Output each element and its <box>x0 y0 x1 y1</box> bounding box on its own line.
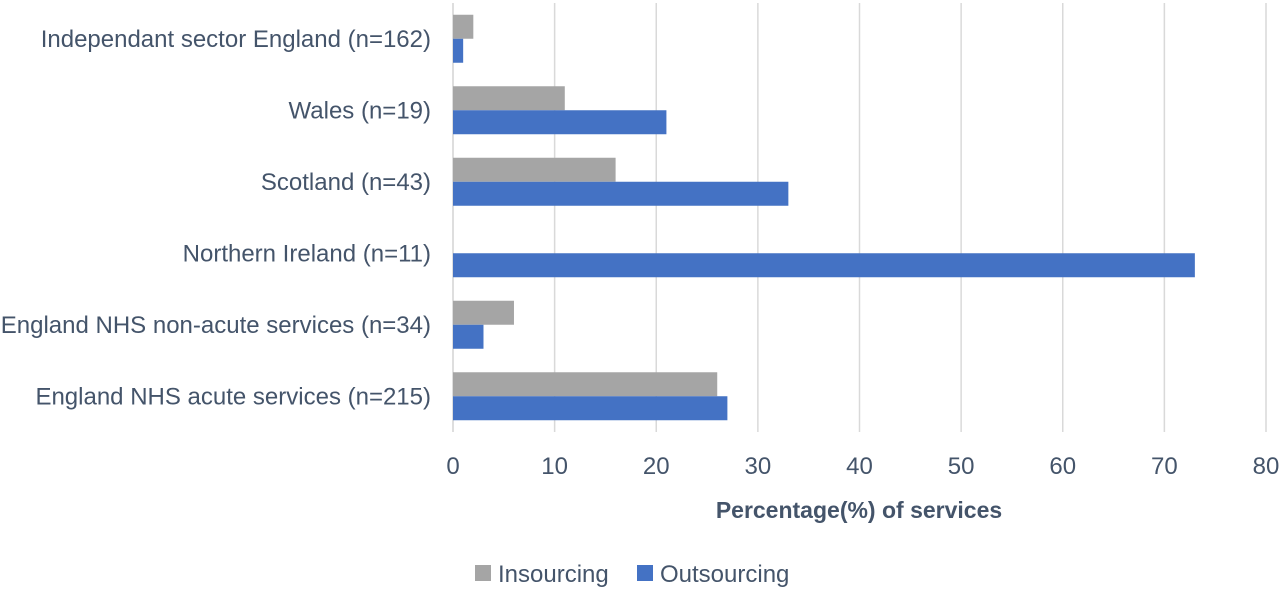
category-label: Wales (n=19) <box>289 97 432 124</box>
bar-insourcing <box>453 86 565 111</box>
x-tick-label: 0 <box>446 453 459 480</box>
bar-outsourcing <box>453 253 1195 278</box>
x-tick-label: 60 <box>1049 453 1076 480</box>
x-tick-label: 50 <box>948 453 975 480</box>
bar-insourcing <box>453 300 514 325</box>
bar-insourcing <box>453 157 616 182</box>
x-tick-label: 10 <box>541 453 568 480</box>
x-tick-label: 30 <box>745 453 772 480</box>
bar-outsourcing <box>453 396 728 421</box>
gridlines <box>452 3 1267 432</box>
category-label: Northern Ireland (n=11) <box>183 240 431 267</box>
x-tick-label: 40 <box>846 453 873 480</box>
category-label: Scotland (n=43) <box>261 169 431 196</box>
bar-outsourcing <box>453 181 789 206</box>
bar-insourcing <box>453 372 718 397</box>
legend: Insourcing Outsourcing <box>475 561 789 588</box>
x-tick-label: 70 <box>1151 453 1178 480</box>
bars <box>453 14 1195 421</box>
bar-insourcing <box>453 14 474 39</box>
category-labels: England NHS acute services (n=215) Englan… <box>1 26 431 411</box>
bar-outsourcing <box>453 110 667 135</box>
x-tick-label: 20 <box>643 453 670 480</box>
legend-label-outsourcing: Outsourcing <box>660 561 789 588</box>
legend-swatch-outsourcing <box>637 565 653 581</box>
category-label: Independant sector England (n=162) <box>41 26 431 53</box>
legend-swatch-insourcing <box>475 565 491 581</box>
x-tick-labels: 0 10 20 30 40 50 60 70 80 <box>446 453 1279 480</box>
bar-outsourcing <box>453 38 464 63</box>
category-label: England NHS non-acute services (n=34) <box>1 312 431 339</box>
bar-outsourcing <box>453 324 484 349</box>
category-label: England NHS acute services (n=215) <box>35 383 431 410</box>
x-axis-title: Percentage(%) of services <box>716 497 1002 523</box>
x-tick-label: 80 <box>1253 453 1280 480</box>
legend-label-insourcing: Insourcing <box>498 561 609 588</box>
